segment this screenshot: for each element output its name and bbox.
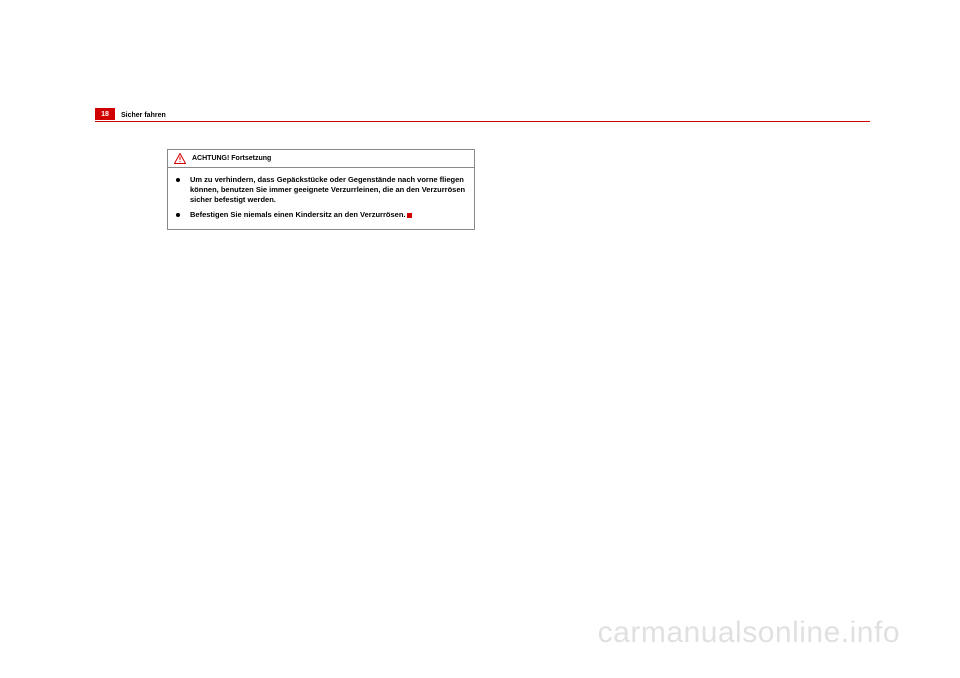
page-number: 18 <box>101 111 109 118</box>
warning-bullet-text: Um zu verhindern, dass Gepäckstücke oder… <box>190 175 466 205</box>
warning-box: ACHTUNG! Fortsetzung Um zu verhindern, d… <box>167 149 475 230</box>
watermark-text: carmanualsonline.info <box>598 616 900 650</box>
warning-title: ACHTUNG! Fortsetzung <box>192 155 271 162</box>
page-number-badge: 18 <box>95 108 115 120</box>
page-header: 18 Sicher fahren <box>0 108 960 120</box>
warning-bullet-row: Um zu verhindern, dass Gepäckstücke oder… <box>176 175 466 205</box>
page-container: 18 Sicher fahren ACHTUNG! Fortsetzung Um… <box>0 0 960 678</box>
section-title: Sicher fahren <box>121 112 166 120</box>
warning-bullet-row: Befestigen Sie niemals einen Kindersitz … <box>176 210 466 220</box>
warning-body: Um zu verhindern, dass Gepäckstücke oder… <box>168 168 474 229</box>
warning-header: ACHTUNG! Fortsetzung <box>168 150 474 168</box>
bullet-icon <box>176 178 180 182</box>
header-rule <box>95 121 870 122</box>
warning-triangle-icon <box>174 153 186 164</box>
end-marker-icon <box>407 213 412 218</box>
warning-bullet-text-inner: Befestigen Sie niemals einen Kindersitz … <box>190 210 405 219</box>
warning-bullet-text: Befestigen Sie niemals einen Kindersitz … <box>190 210 412 220</box>
bullet-icon <box>176 213 180 217</box>
